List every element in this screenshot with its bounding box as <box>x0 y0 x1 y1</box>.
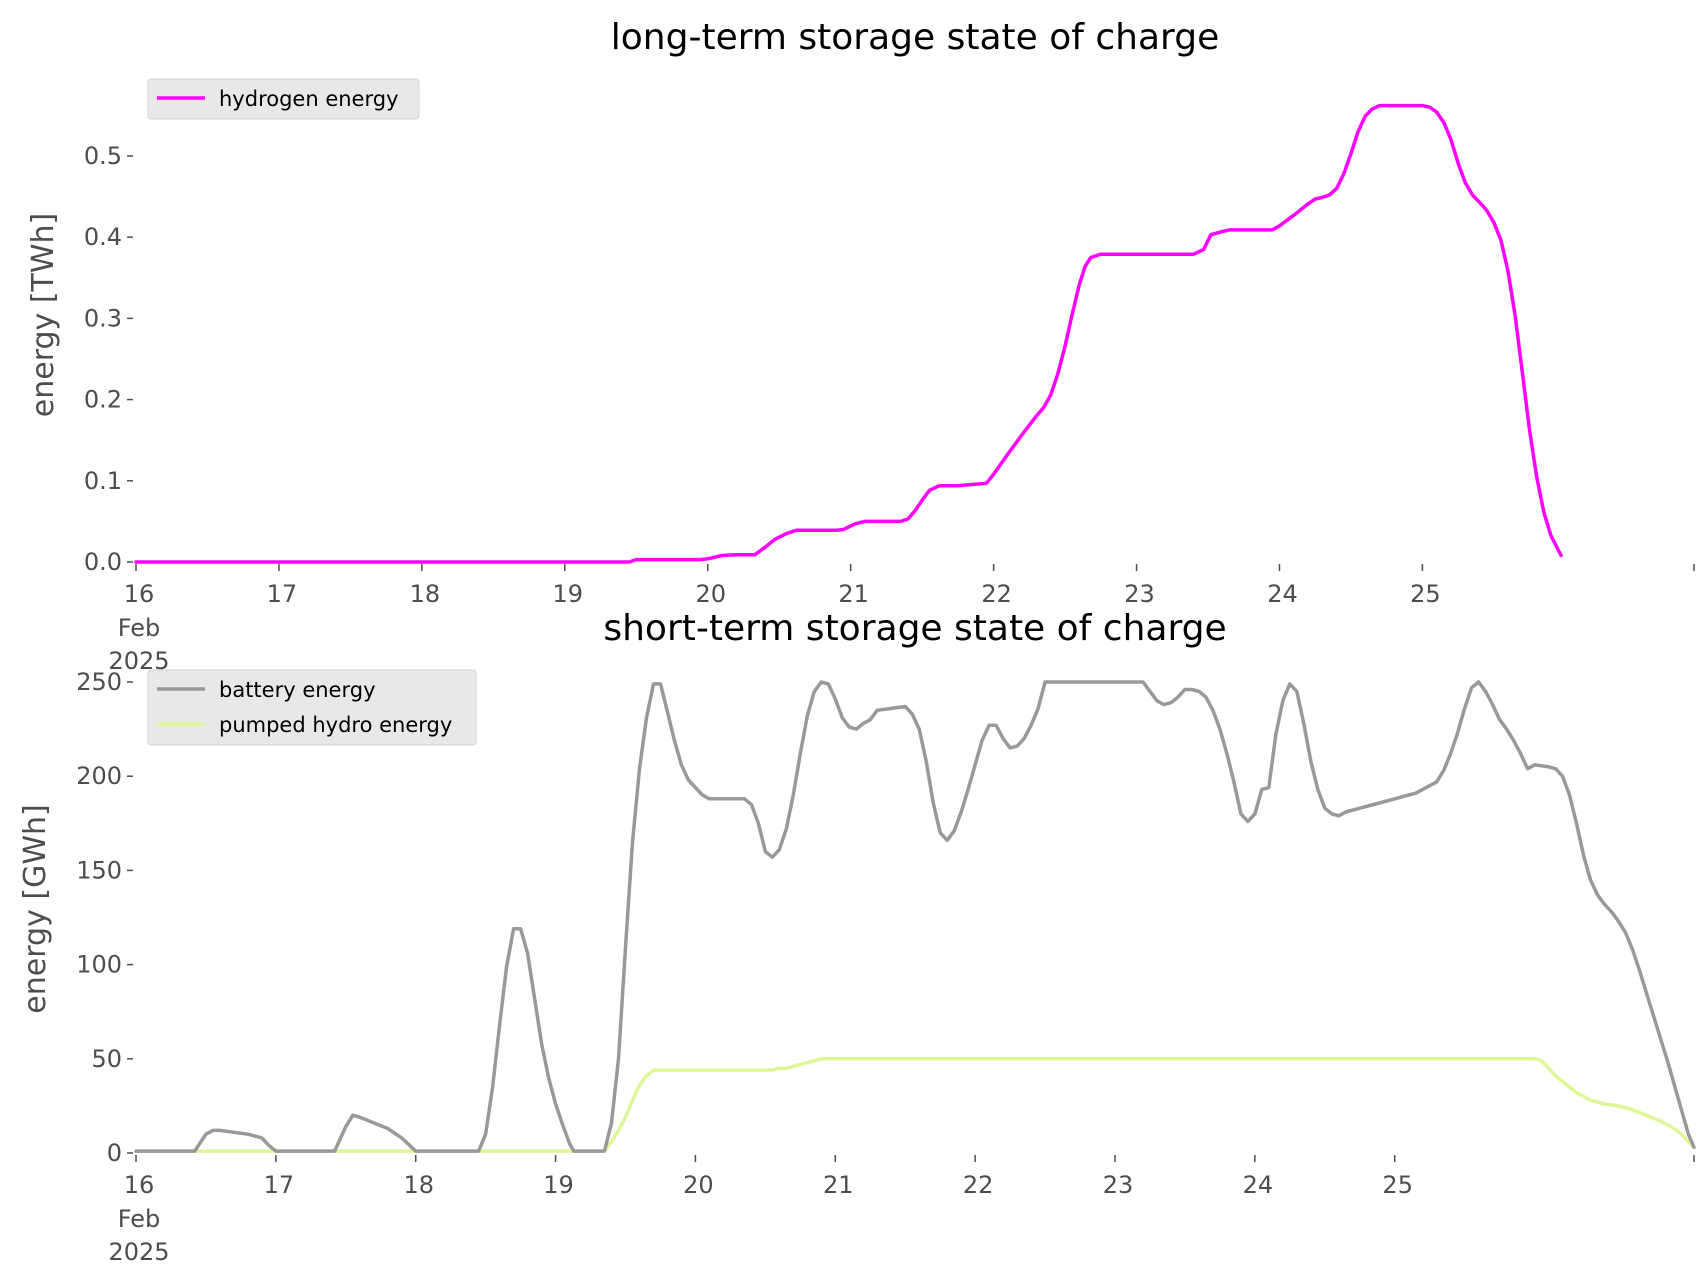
short-term-panel: short-term storage state of charge 0 50 10… <box>18 608 1696 1266</box>
chart-title: short-term storage state of charge <box>603 608 1226 649</box>
x-tick-label: 20 <box>695 580 726 608</box>
y-tick-label: 0.0 <box>84 548 122 576</box>
y-tick-label: 0 <box>107 1139 122 1167</box>
y-tick-label: 250 <box>76 668 122 696</box>
y-tick-label: 150 <box>76 856 122 884</box>
x-tick-label: 22 <box>981 580 1012 608</box>
x-tick-label: 19 <box>543 1171 574 1199</box>
x-tick-label: 18 <box>403 1171 434 1199</box>
x-tick-label: 16 <box>124 580 155 608</box>
x-tick-label: 16 <box>124 1171 155 1199</box>
y-axis: 0 50 100 150 200 250 <box>76 668 133 1167</box>
series-line-battery-energy <box>134 680 1696 1153</box>
x-axis: 16 Feb 2025 17 18 19 20 21 22 23 24 25 <box>108 1155 1695 1266</box>
legend-label-battery: battery energy <box>219 678 376 702</box>
legend: battery energy pumped hydro energy <box>147 669 477 746</box>
x-tick-label: 17 <box>264 1171 295 1199</box>
legend-label-pumped-hydro: pumped hydro energy <box>219 713 452 737</box>
plot-area <box>134 680 1696 1153</box>
y-tick-label: 0.4 <box>84 223 122 251</box>
x-tick-sublabel: Feb <box>118 1205 161 1233</box>
x-tick-label: 25 <box>1410 580 1441 608</box>
series-line-pumped-hydro-energy <box>134 1057 1696 1153</box>
series-line-hydrogen-energy <box>134 103 1563 564</box>
x-tick-label: 21 <box>838 580 869 608</box>
legend-label-hydrogen: hydrogen energy <box>219 87 399 111</box>
x-tick-label: 22 <box>963 1171 994 1199</box>
y-axis-label: energy [GWh] <box>18 804 53 1013</box>
x-tick-label: 18 <box>410 580 441 608</box>
x-tick-sublabel: Feb <box>118 614 161 642</box>
y-axis-label: energy [TWh] <box>26 213 61 417</box>
y-axis: 0.0 0.1 0.2 0.3 0.4 0.5 <box>84 142 133 576</box>
x-tick-label: 24 <box>1243 1171 1274 1199</box>
legend: hydrogen energy <box>147 78 420 120</box>
y-tick-label: 200 <box>76 762 122 790</box>
y-tick-label: 0.1 <box>84 467 122 495</box>
x-tick-sublabel: 2025 <box>108 1238 169 1266</box>
y-tick-label: 0.5 <box>84 142 122 170</box>
y-tick-label: 100 <box>76 951 122 979</box>
y-tick-label: 0.3 <box>84 304 122 332</box>
x-tick-label: 20 <box>683 1171 714 1199</box>
plot-area <box>134 103 1563 564</box>
legend-box <box>147 669 477 746</box>
legend-box <box>147 78 420 120</box>
x-tick-label: 24 <box>1267 580 1298 608</box>
x-tick-label: 17 <box>267 580 298 608</box>
x-tick-label: 23 <box>1124 580 1155 608</box>
x-tick-label: 21 <box>823 1171 854 1199</box>
long-term-panel: long-term storage state of charge 0.0 0.1… <box>26 17 1695 675</box>
chart-title: long-term storage state of charge <box>611 17 1219 58</box>
y-tick-label: 50 <box>91 1045 122 1073</box>
x-tick-label: 25 <box>1382 1171 1413 1199</box>
x-tick-label: 23 <box>1103 1171 1134 1199</box>
y-tick-label: 0.2 <box>84 386 122 414</box>
x-tick-label: 19 <box>553 580 584 608</box>
